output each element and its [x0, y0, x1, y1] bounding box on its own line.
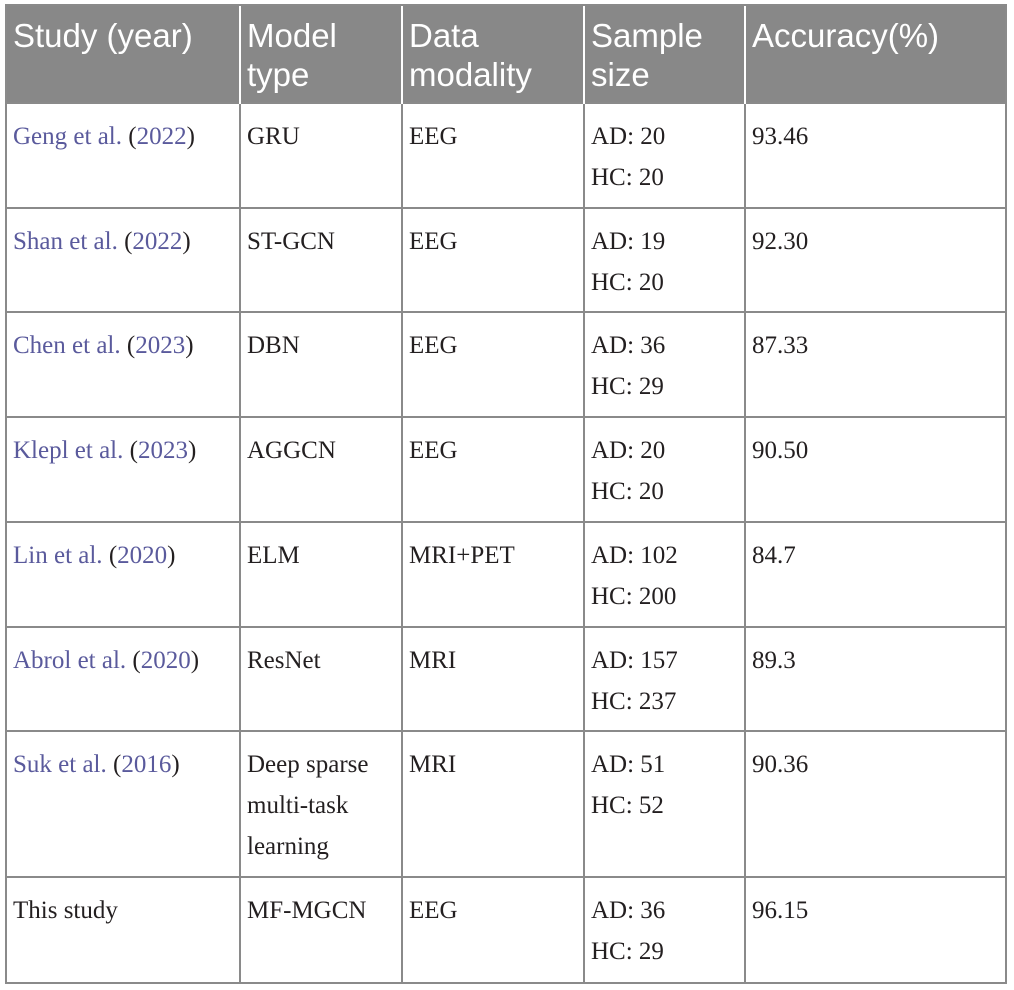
- accuracy-cell: 87.33: [745, 311, 1005, 418]
- model-cell: ST-GCN: [240, 206, 403, 313]
- sample-cell: AD: 19 HC: 20: [584, 206, 746, 313]
- study-author-link[interactable]: Geng et al.: [13, 123, 122, 150]
- model-cell: Deep sparse multi-task learning: [240, 730, 403, 878]
- sample-cell: AD: 157 HC: 237: [584, 625, 746, 732]
- modality-cell: EEG: [402, 416, 585, 522]
- sample-cell: AD: 102 HC: 200: [584, 520, 746, 627]
- study-cell: Shan et al. (2022): [7, 206, 241, 313]
- study-cell: This study: [7, 876, 241, 982]
- accuracy-cell: 93.46: [745, 102, 1005, 208]
- model-cell: ResNet: [240, 625, 403, 732]
- table-row: Lin et al. (2020) ELM MRI+PET AD: 102 HC…: [7, 520, 1005, 627]
- study-year-link[interactable]: 2020: [140, 646, 191, 674]
- model-cell: AGGCN: [240, 416, 403, 522]
- study-cell: Lin et al. (2020): [7, 520, 241, 627]
- accuracy-cell: 90.36: [745, 730, 1005, 878]
- table-row: Shan et al. (2022) ST-GCN EEG AD: 19 HC:…: [7, 206, 1005, 313]
- study-year-link[interactable]: 2016: [121, 751, 172, 779]
- study-cell: Klepl et al. (2023): [7, 416, 241, 522]
- table-row: Geng et al. (2022) GRU EEG AD: 20 HC: 20…: [7, 102, 1005, 208]
- header-study-year: Study (year): [7, 6, 241, 103]
- table-row: This study MF-MGCN EEG AD: 36 HC: 29 96.…: [7, 876, 1005, 982]
- table-row: Suk et al. (2016) Deep sparse multi-task…: [7, 730, 1005, 878]
- model-cell: MF-MGCN: [240, 876, 403, 982]
- modality-cell: EEG: [402, 311, 585, 418]
- header-model-type: Model type: [240, 6, 403, 103]
- header-sample-size: Sample size: [584, 6, 746, 103]
- table-row: Klepl et al. (2023) AGGCN EEG AD: 20 HC:…: [7, 416, 1005, 522]
- modality-cell: MRI+PET: [402, 520, 585, 627]
- comparison-table: Study (year) Model type Data modality Sa…: [7, 6, 1005, 982]
- study-author-link[interactable]: Lin et al.: [13, 541, 103, 569]
- modality-cell: MRI: [402, 625, 585, 732]
- modality-cell: MRI: [402, 730, 585, 878]
- study-author-link[interactable]: Chen et al.: [13, 332, 121, 360]
- accuracy-cell: 92.30: [745, 206, 1005, 313]
- model-cell: GRU: [240, 102, 403, 208]
- sample-cell: AD: 20 HC: 20: [584, 416, 746, 522]
- modality-cell: EEG: [402, 206, 585, 313]
- table-row: Abrol et al. (2020) ResNet MRI AD: 157 H…: [7, 625, 1005, 732]
- study-cell: Suk et al. (2016): [7, 730, 241, 878]
- study-author-link[interactable]: Klepl et al.: [13, 437, 124, 465]
- table-header-row: Study (year) Model type Data modality Sa…: [7, 6, 1005, 103]
- study-cell: Abrol et al. (2020): [7, 625, 241, 732]
- accuracy-cell: 84.7: [745, 520, 1005, 627]
- header-accuracy: Accuracy(%): [745, 6, 1005, 103]
- modality-cell: EEG: [402, 876, 585, 982]
- modality-cell: EEG: [402, 102, 585, 208]
- accuracy-cell: 90.50: [745, 416, 1005, 522]
- study-year-link[interactable]: 2023: [137, 437, 188, 465]
- sample-cell: AD: 36 HC: 29: [584, 311, 746, 418]
- study-cell: Geng et al. (2022): [7, 102, 241, 208]
- study-cell: Chen et al. (2023): [7, 311, 241, 418]
- study-author-link[interactable]: Abrol et al.: [13, 646, 127, 674]
- accuracy-cell: 89.3: [745, 625, 1005, 732]
- study-author-link[interactable]: Suk et al.: [13, 751, 107, 779]
- sample-cell: AD: 51 HC: 52: [584, 730, 746, 878]
- sample-cell: AD: 36 HC: 29: [584, 876, 746, 982]
- model-cell: ELM: [240, 520, 403, 627]
- study-year-link[interactable]: 2020: [117, 541, 168, 569]
- table-row: Chen et al. (2023) DBN EEG AD: 36 HC: 29…: [7, 311, 1005, 418]
- study-year-link[interactable]: 2022: [136, 123, 187, 150]
- study-year-link[interactable]: 2022: [132, 227, 183, 255]
- study-author-link[interactable]: Shan et al.: [13, 227, 118, 255]
- study-year-link[interactable]: 2023: [135, 332, 186, 360]
- accuracy-cell: 96.15: [745, 876, 1005, 982]
- model-cell: DBN: [240, 311, 403, 418]
- header-data-modality: Data modality: [402, 6, 585, 103]
- comparison-table-frame: Study (year) Model type Data modality Sa…: [5, 4, 1007, 984]
- sample-cell: AD: 20 HC: 20: [584, 102, 746, 208]
